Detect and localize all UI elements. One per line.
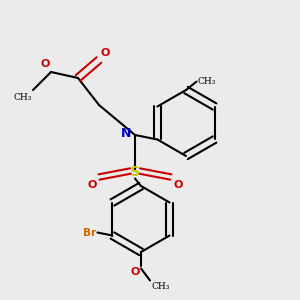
Text: O: O xyxy=(130,267,140,277)
Text: Br: Br xyxy=(83,227,96,238)
Text: O: O xyxy=(40,59,50,69)
Text: N: N xyxy=(121,127,131,140)
Text: S: S xyxy=(130,166,140,179)
Text: O: O xyxy=(173,180,183,190)
Text: CH₃: CH₃ xyxy=(198,77,216,86)
Text: CH₃: CH₃ xyxy=(13,93,32,102)
Text: O: O xyxy=(87,180,97,190)
Text: O: O xyxy=(100,49,110,58)
Text: CH₃: CH₃ xyxy=(152,282,170,291)
